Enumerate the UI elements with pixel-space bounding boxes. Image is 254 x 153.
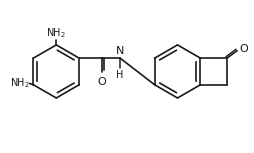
Text: O: O xyxy=(240,44,248,54)
Text: NH$_2$: NH$_2$ xyxy=(10,76,29,90)
Text: H: H xyxy=(117,70,124,80)
Text: O: O xyxy=(98,77,106,87)
Text: NH$_2$: NH$_2$ xyxy=(46,27,66,40)
Text: N: N xyxy=(116,46,124,56)
